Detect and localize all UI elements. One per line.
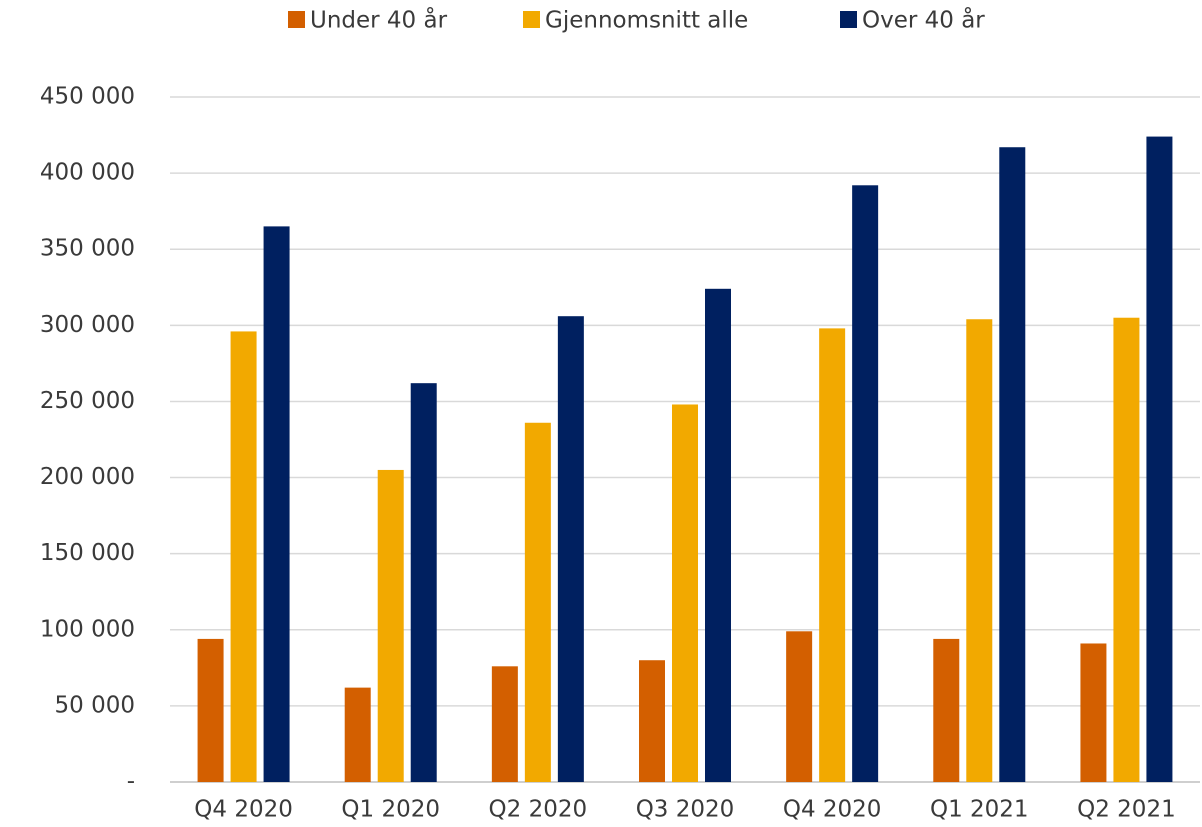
- legend-swatch: [840, 11, 857, 28]
- legend-swatch: [523, 11, 540, 28]
- y-tick-label: 300 000: [40, 312, 135, 338]
- legend-label: Over 40 år: [862, 6, 985, 34]
- bar: [491, 666, 518, 782]
- x-tick-label: Q3 2020: [636, 797, 735, 823]
- bar: [557, 316, 584, 782]
- bar: [852, 185, 879, 783]
- bar: [377, 469, 404, 782]
- bar: [263, 226, 290, 782]
- bar: [933, 638, 960, 782]
- x-tick-label: Q1 2020: [341, 797, 440, 823]
- bar: [705, 288, 731, 782]
- bar: [197, 638, 224, 782]
- legend-swatch: [288, 11, 305, 28]
- y-tick-label: 150 000: [40, 540, 135, 566]
- bar: [786, 631, 813, 782]
- x-tick-label: Q2 2021: [1077, 797, 1176, 823]
- x-tick-label: Q1 2021: [930, 797, 1029, 823]
- bar: [819, 328, 846, 782]
- y-tick-label: -: [127, 769, 135, 795]
- y-tick-label: 50 000: [55, 692, 135, 718]
- y-tick-label: 200 000: [40, 464, 135, 490]
- bar: [230, 331, 257, 782]
- legend-label: Under 40 år: [310, 6, 448, 34]
- bar: [524, 422, 551, 782]
- bar: [966, 319, 993, 782]
- bar: [672, 404, 698, 782]
- bar: [999, 147, 1026, 782]
- y-tick-label: 400 000: [40, 160, 135, 186]
- bar: [639, 660, 665, 782]
- y-tick-label: 350 000: [40, 236, 135, 262]
- y-tick-label: 100 000: [40, 616, 135, 642]
- bar: [344, 687, 371, 782]
- legend-label: Gjennomsnitt alle: [545, 8, 748, 34]
- bar: [410, 383, 437, 782]
- bar: [1146, 136, 1173, 783]
- bar: [1113, 317, 1140, 782]
- y-tick-label: 450 000: [40, 84, 135, 110]
- x-tick-label: Q4 2020: [194, 797, 293, 823]
- bar: [1080, 643, 1107, 782]
- x-tick-label: Q2 2020: [489, 797, 588, 823]
- x-tick-label: Q4 2020: [783, 797, 882, 823]
- y-tick-label: 250 000: [40, 388, 135, 414]
